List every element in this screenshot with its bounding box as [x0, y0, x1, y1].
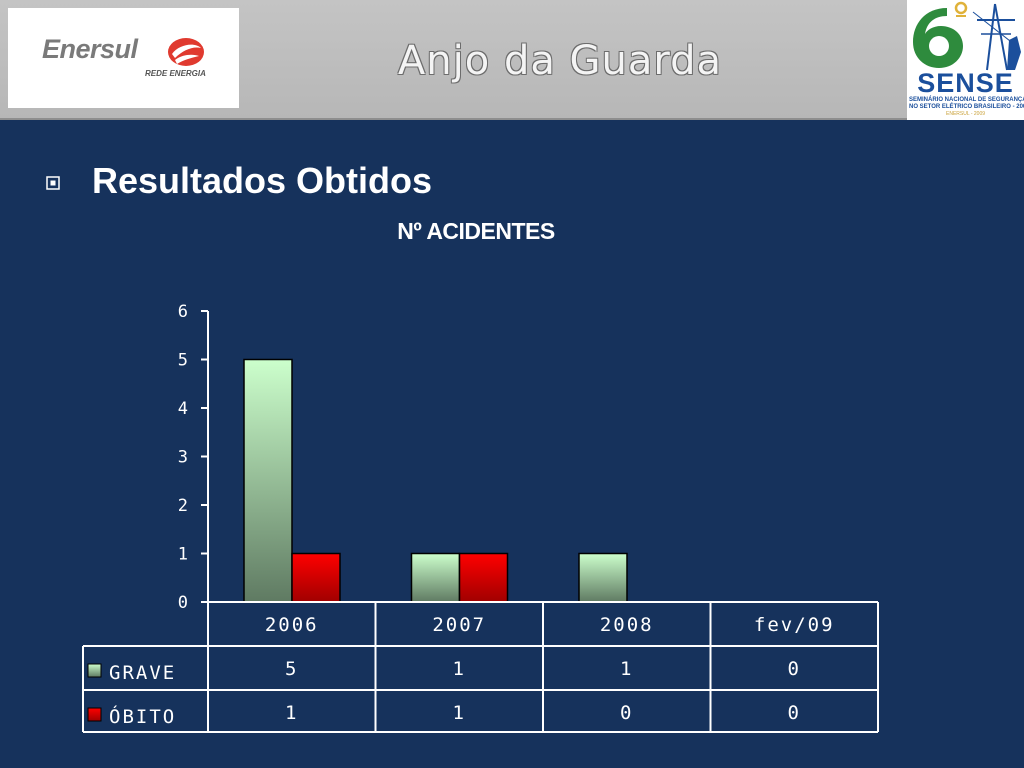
legend-label: GRAVE [109, 662, 176, 684]
category-label: 2008 [600, 614, 654, 636]
y-tick-label: 0 [178, 593, 188, 613]
data-table-value: 1 [620, 658, 633, 680]
y-tick-label: 1 [178, 545, 188, 565]
sense-logo-year: ENERSUL - 2009 [946, 111, 985, 117]
y-tick-label: 5 [178, 351, 188, 371]
bar-grave-2 [578, 552, 628, 603]
data-table-value: 0 [788, 702, 801, 724]
bar-grave-0 [243, 358, 293, 603]
enersul-logo-subtitle: REDE ENERGIA [145, 69, 206, 78]
category-label: 2006 [265, 614, 319, 636]
sense-logo: SENSE SEMINÁRIO NACIONAL DE SEGURANÇA E … [907, 0, 1024, 120]
data-table-value: 1 [285, 702, 298, 724]
sense-logo-title: SENSE [917, 68, 1014, 98]
y-tick-label: 3 [178, 448, 188, 468]
bar-grave-1 [410, 552, 461, 603]
legend-label: ÓBITO [109, 704, 176, 728]
data-table-value: 0 [620, 702, 633, 724]
enersul-logo: Enersul REDE ENERGIA [8, 8, 239, 108]
bullet-text: Resultados Obtidos [92, 160, 433, 201]
enersul-swirl-icon [168, 38, 204, 66]
enersul-logo-name: Enersul [42, 34, 138, 64]
sense-logo-line2: NO SETOR ELÉTRICO BRASILEIRO - 2009 [909, 104, 1024, 110]
bar-bito-1 [458, 552, 509, 603]
y-tick-label: 6 [178, 302, 188, 322]
data-table-value: 1 [453, 702, 466, 724]
data-table-value: 0 [788, 658, 801, 680]
y-tick-label: 2 [178, 496, 188, 516]
y-tick-label: 4 [178, 399, 188, 419]
square-bullet-icon [46, 176, 60, 190]
data-table-value: 5 [285, 658, 298, 680]
page-title: Anjo da Guarda [397, 38, 723, 84]
chart-title: Nº ACIDENTES [397, 218, 555, 244]
sense-logo-line1: SEMINÁRIO NACIONAL DE SEGURANÇA E SAÚDE [909, 97, 1024, 103]
header-bar: Enersul REDE ENERGIA Anjo da Guarda SENS… [0, 0, 1024, 120]
sense-emblem-icon [913, 1, 1021, 71]
category-label: 2007 [432, 614, 486, 636]
bar-bito-0 [291, 552, 341, 603]
category-label: fev/09 [754, 614, 835, 636]
legend-swatch [87, 663, 102, 678]
legend-swatch [87, 707, 102, 722]
data-table-value: 1 [453, 658, 466, 680]
